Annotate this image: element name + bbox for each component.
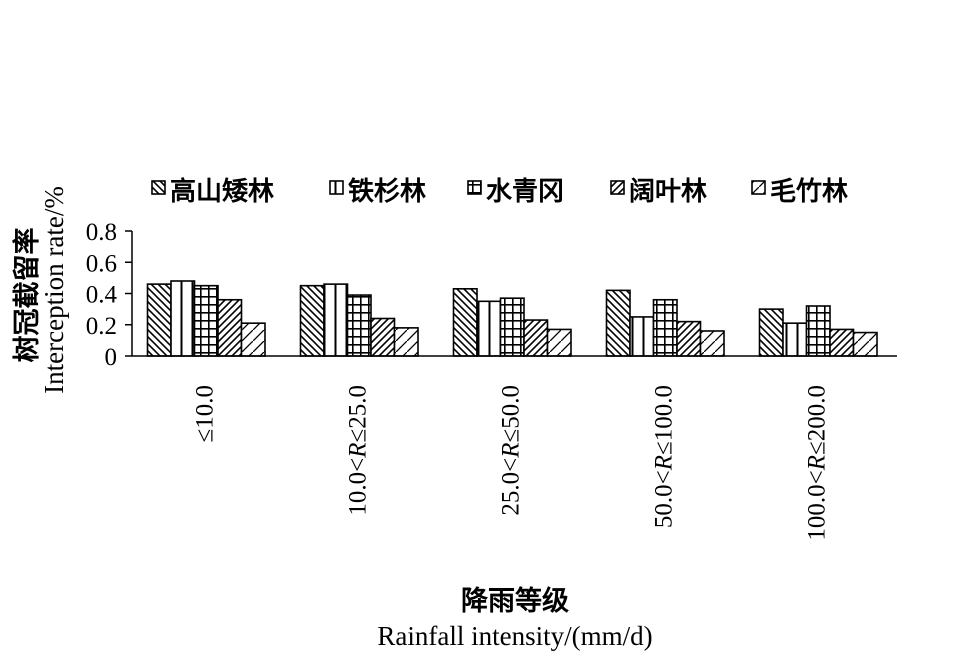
bar bbox=[629, 316, 655, 357]
x-tick-label: 10.0<R≤25.0 bbox=[345, 385, 372, 516]
legend-swatch bbox=[329, 180, 344, 195]
legend-label: 水青冈 bbox=[486, 177, 564, 206]
bar bbox=[299, 284, 325, 357]
bar bbox=[699, 330, 725, 357]
bar bbox=[323, 283, 349, 357]
bar bbox=[805, 305, 831, 357]
bar bbox=[676, 320, 702, 357]
bar bbox=[476, 300, 502, 357]
bar bbox=[758, 308, 784, 357]
y-tick-label: 0 bbox=[105, 344, 118, 371]
legend-item: 高山矮林 bbox=[151, 176, 274, 206]
bar bbox=[782, 322, 808, 357]
legend-swatch bbox=[467, 180, 482, 195]
x-axis-title-cn: 降雨等级 bbox=[461, 585, 569, 616]
y-axis-title-en: Interception rate/% bbox=[39, 186, 69, 394]
bar bbox=[652, 298, 678, 357]
y-tick-label: 0.2 bbox=[86, 313, 117, 340]
legend-swatch bbox=[610, 180, 625, 195]
legend-item: 水青冈 bbox=[467, 177, 564, 206]
legend-item: 毛竹林 bbox=[751, 177, 848, 206]
bar bbox=[170, 280, 196, 357]
bar bbox=[499, 297, 525, 357]
legend: 高山矮林 铁杉林 水青冈 阔叶林 毛竹林 bbox=[151, 176, 848, 206]
legend-item: 阔叶林 bbox=[610, 177, 707, 206]
bar bbox=[829, 328, 855, 357]
bar bbox=[605, 289, 631, 357]
bar bbox=[452, 288, 478, 357]
x-tick-label: 100.0<R≤200.0 bbox=[804, 385, 831, 541]
y-tick-label: 0.8 bbox=[86, 219, 117, 246]
y-axis: 0 0.2 0.4 0.6 0.8 bbox=[86, 219, 133, 371]
y-axis-title-cn: 树冠截留率 bbox=[11, 228, 42, 363]
bar bbox=[217, 298, 243, 357]
x-tick-label: 25.0<R≤50.0 bbox=[498, 385, 525, 516]
bar bbox=[852, 331, 878, 357]
bar bbox=[193, 284, 219, 357]
bar bbox=[546, 328, 572, 357]
legend-label: 铁杉林 bbox=[348, 176, 426, 206]
bar bbox=[370, 317, 396, 357]
bar bbox=[393, 327, 419, 357]
x-axis: ≤10.0 10.0<R≤25.0 25.0<R≤50.0 50.0<R≤100.0 1… bbox=[132, 355, 897, 541]
legend-label: 高山矮林 bbox=[170, 176, 274, 206]
bars bbox=[146, 280, 878, 357]
bar bbox=[523, 319, 549, 357]
bar bbox=[240, 322, 266, 357]
bar bbox=[146, 283, 172, 357]
legend-item: 铁杉林 bbox=[329, 176, 426, 206]
legend-label: 毛竹林 bbox=[770, 177, 848, 206]
x-tick-label: 50.0<R≤100.0 bbox=[651, 385, 678, 528]
x-axis-title-en: Rainfall intensity/(mm/d) bbox=[377, 621, 652, 651]
y-tick-label: 0.6 bbox=[86, 250, 117, 277]
x-tick-label: ≤10.0 bbox=[192, 385, 219, 442]
bar bbox=[346, 294, 372, 357]
legend-swatch bbox=[151, 180, 166, 195]
legend-swatch bbox=[751, 180, 766, 195]
y-tick-label: 0.4 bbox=[86, 282, 118, 309]
legend-label: 阔叶林 bbox=[629, 177, 707, 206]
